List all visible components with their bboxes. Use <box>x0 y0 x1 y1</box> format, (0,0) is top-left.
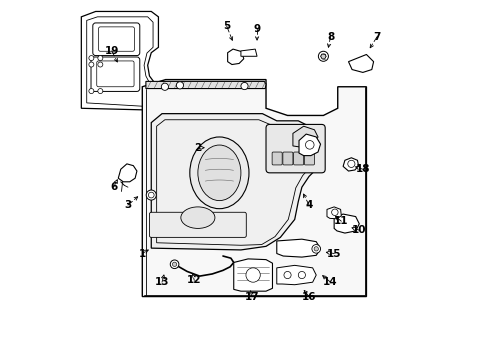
Polygon shape <box>145 81 265 89</box>
Text: 19: 19 <box>104 46 119 56</box>
Text: 7: 7 <box>373 32 380 41</box>
Circle shape <box>89 55 94 60</box>
Polygon shape <box>348 54 373 72</box>
FancyBboxPatch shape <box>304 152 314 165</box>
Text: 13: 13 <box>155 277 169 287</box>
Circle shape <box>161 83 168 90</box>
Circle shape <box>241 82 247 90</box>
Polygon shape <box>343 158 358 171</box>
FancyBboxPatch shape <box>282 152 292 165</box>
Circle shape <box>146 190 156 200</box>
Text: 5: 5 <box>223 21 230 31</box>
Circle shape <box>318 51 328 61</box>
Text: 18: 18 <box>355 164 369 174</box>
Text: 2: 2 <box>194 143 201 153</box>
Circle shape <box>98 89 102 94</box>
Polygon shape <box>276 239 320 257</box>
Circle shape <box>347 160 354 167</box>
FancyBboxPatch shape <box>91 57 140 91</box>
Circle shape <box>148 192 154 198</box>
Text: 8: 8 <box>326 32 333 41</box>
Circle shape <box>176 82 183 89</box>
FancyBboxPatch shape <box>97 61 134 87</box>
Polygon shape <box>142 80 366 297</box>
Text: 16: 16 <box>301 292 316 302</box>
Text: 9: 9 <box>253 24 260 35</box>
Polygon shape <box>298 134 320 156</box>
Polygon shape <box>151 114 323 250</box>
Circle shape <box>89 62 94 67</box>
Ellipse shape <box>198 145 241 201</box>
Circle shape <box>170 260 179 269</box>
Circle shape <box>89 89 94 94</box>
Text: 3: 3 <box>124 200 131 210</box>
Ellipse shape <box>189 137 248 209</box>
Circle shape <box>298 271 305 279</box>
FancyBboxPatch shape <box>99 27 134 51</box>
FancyBboxPatch shape <box>93 23 140 55</box>
Text: 4: 4 <box>305 200 312 210</box>
Circle shape <box>320 54 325 59</box>
Circle shape <box>313 247 318 251</box>
Text: 15: 15 <box>326 248 341 258</box>
Circle shape <box>305 140 313 149</box>
Polygon shape <box>276 265 316 285</box>
Circle shape <box>172 262 176 266</box>
Polygon shape <box>227 49 244 64</box>
Polygon shape <box>81 12 158 110</box>
Text: 17: 17 <box>244 292 259 302</box>
Polygon shape <box>118 164 137 182</box>
FancyBboxPatch shape <box>271 152 282 165</box>
Text: 6: 6 <box>110 182 117 192</box>
Circle shape <box>331 209 337 216</box>
Circle shape <box>98 62 102 67</box>
Polygon shape <box>292 126 317 148</box>
Polygon shape <box>241 49 257 56</box>
Circle shape <box>284 271 290 279</box>
Polygon shape <box>233 259 272 291</box>
Polygon shape <box>333 214 359 233</box>
FancyBboxPatch shape <box>149 212 246 237</box>
Circle shape <box>245 268 260 282</box>
Circle shape <box>311 244 320 253</box>
Text: 12: 12 <box>187 275 201 285</box>
Ellipse shape <box>181 207 214 228</box>
Text: 11: 11 <box>333 216 348 226</box>
Circle shape <box>98 55 102 60</box>
Polygon shape <box>326 207 341 219</box>
Text: 10: 10 <box>351 225 366 235</box>
FancyBboxPatch shape <box>293 152 303 165</box>
Text: 14: 14 <box>323 277 337 287</box>
Text: 1: 1 <box>139 248 145 258</box>
FancyBboxPatch shape <box>265 125 325 173</box>
